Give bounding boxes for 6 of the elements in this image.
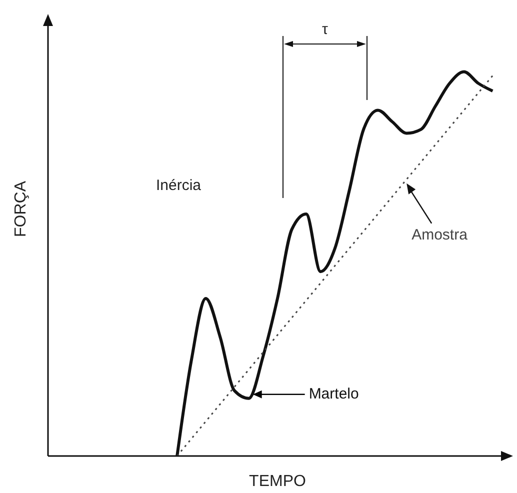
x-axis-title: TEMPO bbox=[249, 473, 306, 490]
text: Martelo bbox=[308, 385, 359, 402]
y-axis-title: FORÇA bbox=[12, 180, 30, 237]
annotation: Inércia bbox=[156, 177, 202, 194]
text: Amostra bbox=[412, 226, 468, 244]
text: τ bbox=[322, 21, 328, 38]
